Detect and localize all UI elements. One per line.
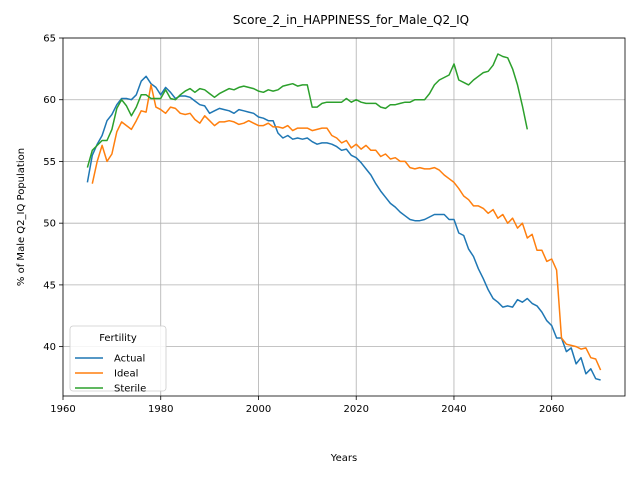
y-tick-label: 45 — [43, 280, 56, 291]
y-tick-label: 60 — [43, 95, 56, 106]
x-tick-label: 2060 — [539, 404, 564, 415]
x-axis-label: Years — [330, 453, 357, 464]
y-axis-label: % of Male Q2_IQ Population — [16, 148, 27, 286]
plot-frame — [62, 37, 626, 397]
x-tick-label: 2000 — [246, 404, 271, 415]
y-tick-label: 40 — [43, 342, 56, 353]
series-lines — [86, 53, 602, 381]
series-line-ideal — [91, 84, 602, 371]
chart-title: Score_2_in_HAPPINESS_for_Male_Q2_IQ — [233, 13, 469, 27]
x-tick-label: 2020 — [343, 404, 368, 415]
legend: Fertility Actual Ideal Sterile — [69, 325, 167, 395]
y-tick-label: 65 — [43, 34, 56, 45]
legend-label-sterile: Sterile — [114, 384, 146, 395]
legend-label-actual: Actual — [114, 354, 145, 365]
series-line-actual — [86, 75, 601, 381]
y-axis-ticks: 40 45 50 55 60 65 — [43, 34, 63, 353]
x-tick-label: 1980 — [148, 404, 173, 415]
y-tick-label: 50 — [43, 219, 56, 230]
legend-box — [69, 325, 167, 392]
legend-title: Fertility — [99, 333, 137, 344]
x-tick-label: 1960 — [50, 404, 75, 415]
y-tick-label: 55 — [43, 157, 56, 168]
legend-label-ideal: Ideal — [114, 369, 138, 380]
x-tick-label: 2040 — [441, 404, 466, 415]
series-line-sterile — [86, 53, 529, 168]
x-axis-ticks: 1960 1980 2000 2020 2040 2060 — [50, 396, 564, 415]
